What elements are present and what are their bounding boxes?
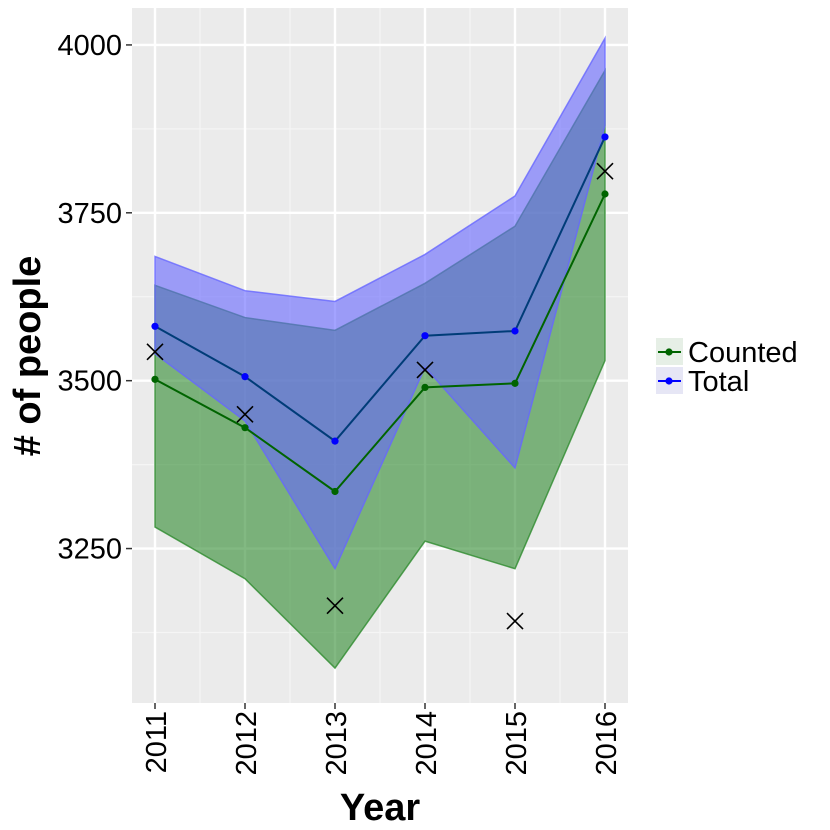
point-counted [331, 487, 339, 496]
point-total [241, 373, 249, 381]
x-axis: 2011 2012 2013 2014 2015 2016 [141, 703, 623, 776]
x-tick-label: 2016 [591, 711, 623, 776]
lines [151, 133, 609, 496]
ribbons [154, 35, 606, 670]
cross-markers [146, 162, 614, 630]
y-tick-label: 3250 [57, 534, 122, 566]
cross-marker [146, 343, 164, 361]
x-tick-label: 2011 [141, 711, 173, 773]
legend-label: Counted [688, 337, 798, 369]
point-counted [151, 375, 159, 383]
point-counted [511, 379, 519, 387]
point-counted [421, 383, 429, 391]
cross-marker [326, 597, 344, 615]
point-total [421, 332, 429, 340]
point-total [601, 133, 609, 141]
cross-marker [596, 162, 614, 180]
legend-key-point [665, 377, 673, 385]
cross-marker [506, 612, 524, 630]
line-total [154, 136, 606, 443]
legend-key-point [665, 348, 673, 356]
legend-label: Total [688, 366, 749, 398]
y-axis: 3250 3500 3750 4000 [57, 30, 132, 566]
point-counted [241, 424, 249, 432]
y-tick-label: 4000 [57, 30, 122, 62]
point-counted [601, 190, 609, 198]
y-tick-label: 3500 [57, 366, 122, 398]
cross-marker [236, 405, 254, 423]
y-tick-label: 3750 [57, 198, 122, 230]
y-axis-title: # of people [7, 256, 49, 457]
ribbon-total [154, 35, 606, 571]
point-total [511, 327, 519, 335]
point-total [151, 322, 159, 330]
x-tick-label: 2015 [501, 711, 533, 776]
line-counted [154, 193, 606, 493]
x-tick-label: 2012 [231, 711, 263, 776]
x-tick-label: 2014 [411, 711, 443, 776]
cross-marker [416, 361, 434, 379]
x-tick-label: 2013 [321, 711, 353, 776]
x-axis-title: Year [340, 787, 421, 829]
point-total [331, 437, 339, 445]
